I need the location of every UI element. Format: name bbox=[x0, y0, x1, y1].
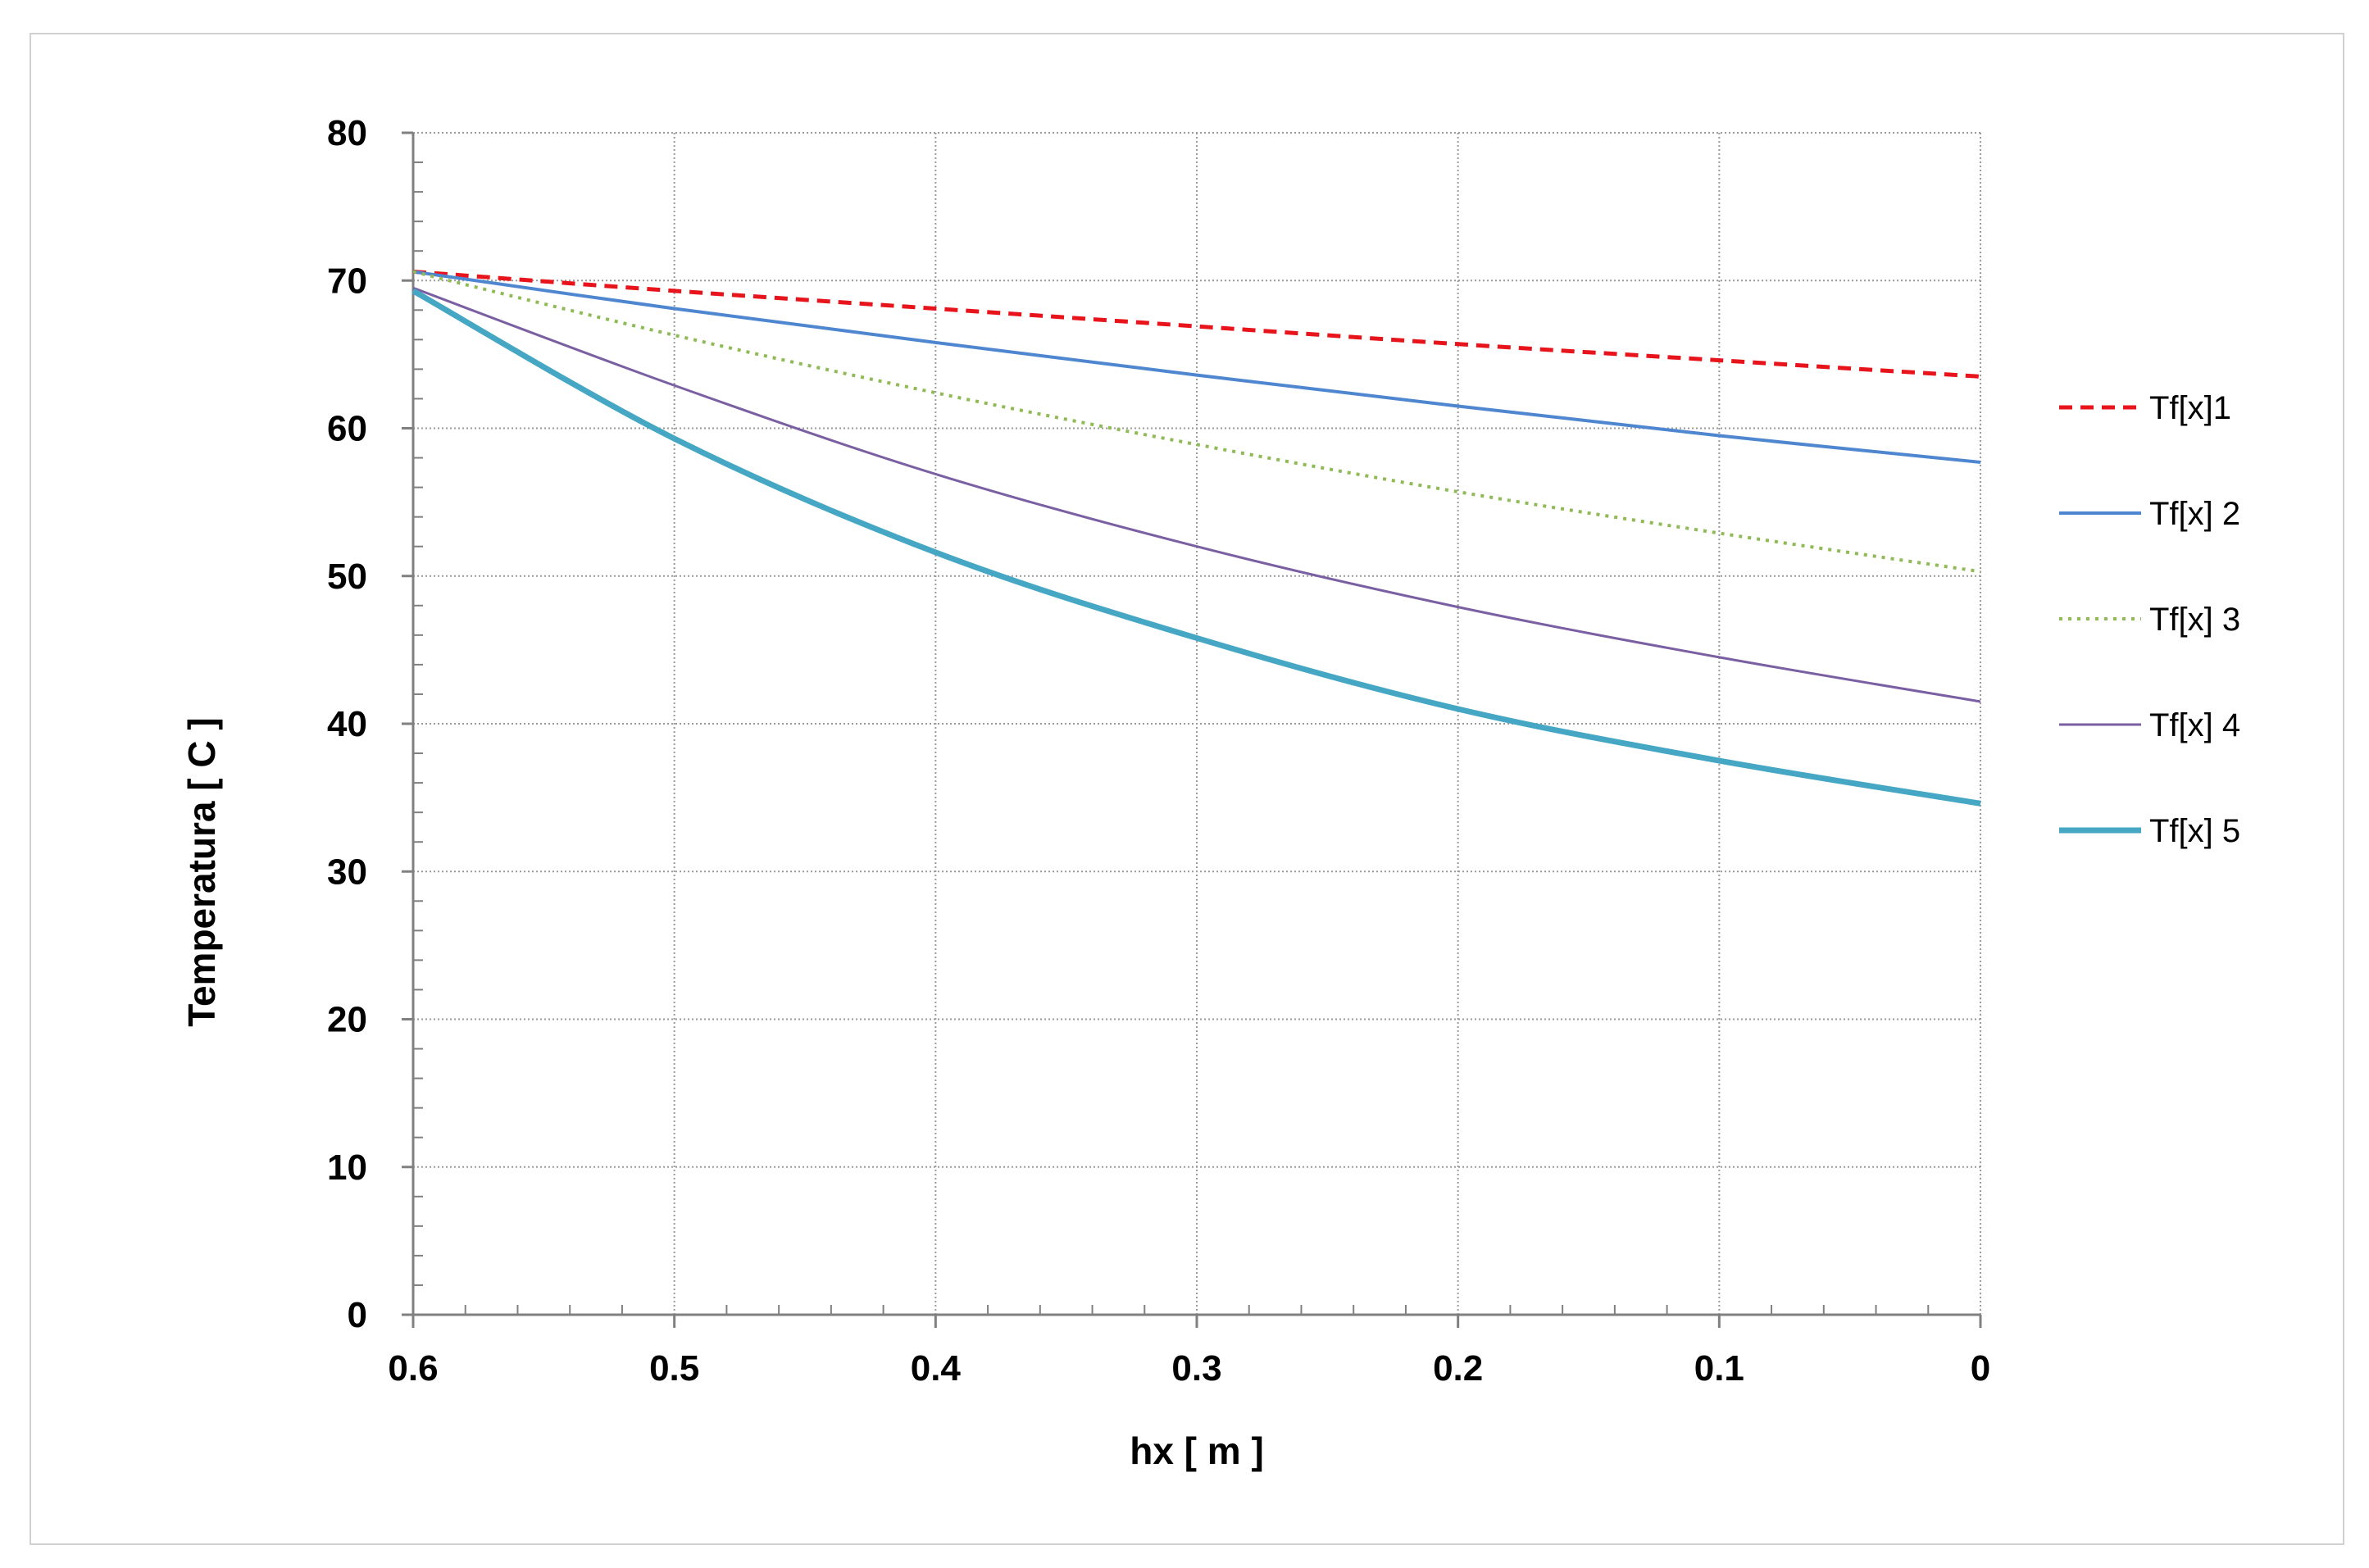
y-axis-title: Temperatura [ C ] bbox=[180, 717, 223, 1026]
legend-label-2: Tf[x] 2 bbox=[2149, 496, 2240, 532]
grid-lines bbox=[413, 132, 1981, 1315]
y-tick-label: 30 bbox=[327, 852, 367, 892]
legend-label-3: Tf[x] 3 bbox=[2149, 602, 2240, 638]
legend-label-5: Tf[x] 5 bbox=[2149, 813, 2240, 849]
y-tick-label: 50 bbox=[327, 557, 367, 597]
tick-labels: 0 10 20 30 40 50 60 70 80 0.6 0.5 0.4 0.3 0.2 0.1 0 bbox=[327, 113, 1990, 1388]
series-line-4 bbox=[412, 286, 1981, 703]
legend-label-1: Tf[x]1 bbox=[2149, 390, 2231, 426]
legend: Tf[x]1 Tf[x] 2 Tf[x] 3 Tf[x] 4 Tf[x] 5 bbox=[2059, 390, 2240, 849]
series-line-3 bbox=[412, 270, 1981, 574]
chart-frame bbox=[30, 33, 2344, 1545]
y-tick-label: 70 bbox=[327, 261, 367, 301]
x-tick-label: 0.3 bbox=[1171, 1348, 1221, 1388]
x-tick-label: 0.2 bbox=[1433, 1348, 1483, 1388]
y-tick-label: 60 bbox=[327, 409, 367, 449]
y-tick-label: 40 bbox=[327, 704, 367, 744]
x-tick-label: 0.5 bbox=[649, 1348, 699, 1388]
data-series bbox=[412, 269, 1981, 807]
x-axis-title: hx [ m ] bbox=[1130, 1429, 1264, 1472]
series-line-1 bbox=[412, 269, 1981, 379]
y-tick-label: 20 bbox=[327, 1000, 367, 1040]
x-tick-label: 0.6 bbox=[388, 1348, 438, 1388]
y-tick-label: 80 bbox=[327, 113, 367, 153]
y-tick-label: 10 bbox=[327, 1148, 367, 1188]
y-tick-label: 0 bbox=[348, 1295, 367, 1335]
x-tick-label: 0.4 bbox=[911, 1348, 962, 1388]
x-tick-label: 0.1 bbox=[1694, 1348, 1744, 1388]
series-line-2 bbox=[412, 270, 1981, 464]
legend-label-4: Tf[x] 4 bbox=[2149, 707, 2240, 743]
axes bbox=[402, 131, 1982, 1328]
x-tick-label: 0 bbox=[1971, 1348, 1990, 1388]
series-line-5 bbox=[412, 288, 1981, 807]
